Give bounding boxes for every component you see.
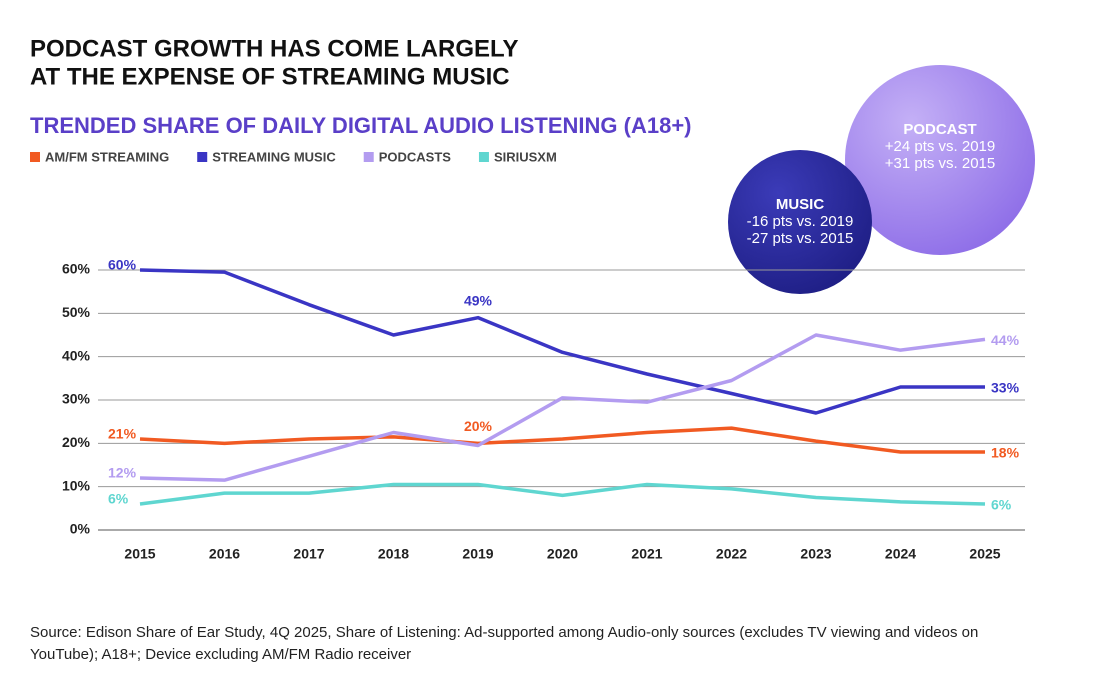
x-tick-label: 2020 bbox=[547, 546, 578, 562]
bubble-title: MUSIC bbox=[776, 196, 825, 213]
bubble-line: -16 pts vs. 2019 bbox=[747, 213, 854, 230]
y-tick-label: 30% bbox=[62, 391, 91, 407]
chart-title: AT THE EXPENSE OF STREAMING MUSIC bbox=[30, 63, 510, 90]
series-line bbox=[139, 268, 985, 415]
value-label: 18% bbox=[991, 445, 1020, 461]
x-tick-label: 2016 bbox=[209, 546, 240, 562]
series-line bbox=[139, 482, 986, 506]
y-tick-label: 20% bbox=[62, 434, 91, 450]
value-label: 21% bbox=[108, 426, 137, 442]
y-tick-label: 0% bbox=[70, 521, 91, 537]
bubble-line: -27 pts vs. 2015 bbox=[747, 230, 854, 247]
x-tick-label: 2015 bbox=[124, 546, 155, 562]
legend-label: AM/FM STREAMING bbox=[45, 149, 169, 164]
y-tick-label: 10% bbox=[62, 477, 91, 493]
legend-label: SIRIUSXM bbox=[494, 149, 557, 164]
x-tick-label: 2023 bbox=[800, 546, 831, 562]
y-tick-label: 60% bbox=[62, 261, 91, 277]
value-label: 33% bbox=[991, 380, 1020, 396]
legend-label: PODCASTS bbox=[379, 149, 452, 164]
bubble-title: PODCAST bbox=[903, 121, 976, 138]
value-label: 49% bbox=[464, 292, 493, 308]
value-label: 20% bbox=[464, 418, 493, 434]
legend-swatch bbox=[363, 152, 374, 162]
legend-swatch bbox=[30, 152, 40, 162]
x-tick-label: 2021 bbox=[631, 546, 662, 562]
series-line bbox=[139, 333, 986, 482]
y-tick-label: 50% bbox=[62, 304, 91, 320]
x-tick-label: 2019 bbox=[462, 546, 493, 562]
legend-swatch bbox=[478, 152, 489, 162]
podcast-bubble bbox=[845, 65, 1035, 255]
x-tick-label: 2022 bbox=[716, 546, 747, 562]
x-tick-label: 2025 bbox=[969, 546, 1000, 562]
x-tick-label: 2024 bbox=[885, 546, 916, 562]
x-tick-label: 2017 bbox=[293, 546, 324, 562]
value-label: 6% bbox=[108, 491, 129, 507]
source-note: Source: Edison Share of Ear Study, 4Q 20… bbox=[30, 624, 979, 663]
legend-swatch bbox=[197, 152, 208, 162]
value-label: 6% bbox=[991, 497, 1012, 513]
y-tick-label: 40% bbox=[62, 347, 91, 363]
value-label: 60% bbox=[108, 257, 137, 273]
chart-subtitle: TRENDED SHARE OF DAILY DIGITAL AUDIO LIS… bbox=[30, 113, 692, 138]
chart-title: PODCAST GROWTH HAS COME LARGELY bbox=[30, 35, 518, 62]
value-label: 44% bbox=[991, 332, 1020, 348]
bubble-line: +31 pts vs. 2015 bbox=[885, 155, 996, 172]
series-line bbox=[139, 426, 985, 454]
x-tick-label: 2018 bbox=[378, 546, 409, 562]
music-bubble bbox=[728, 150, 872, 294]
value-label: 12% bbox=[108, 465, 137, 481]
legend-label: STREAMING MUSIC bbox=[212, 149, 336, 164]
bubble-line: +24 pts vs. 2019 bbox=[885, 138, 996, 155]
